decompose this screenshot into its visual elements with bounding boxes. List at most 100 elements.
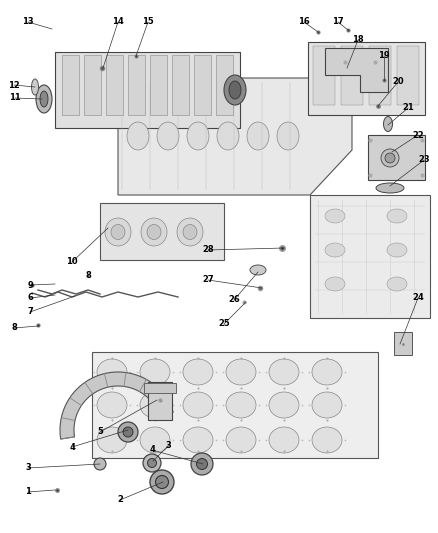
Ellipse shape — [183, 224, 197, 239]
Ellipse shape — [312, 427, 342, 453]
Ellipse shape — [148, 458, 156, 467]
Ellipse shape — [250, 265, 266, 275]
Polygon shape — [310, 195, 430, 318]
Ellipse shape — [312, 359, 342, 385]
Ellipse shape — [187, 122, 209, 150]
Ellipse shape — [325, 277, 345, 291]
Ellipse shape — [36, 85, 52, 113]
Ellipse shape — [150, 470, 174, 494]
Ellipse shape — [376, 183, 404, 193]
Ellipse shape — [385, 153, 395, 163]
Text: 10: 10 — [66, 257, 78, 266]
Ellipse shape — [197, 458, 208, 470]
Text: 28: 28 — [202, 246, 214, 254]
Ellipse shape — [387, 209, 407, 223]
Text: 4: 4 — [69, 442, 75, 451]
Text: 22: 22 — [412, 131, 424, 140]
Ellipse shape — [40, 91, 48, 107]
Ellipse shape — [140, 427, 170, 453]
Text: 8: 8 — [11, 324, 17, 333]
Text: 6: 6 — [27, 294, 33, 303]
Polygon shape — [55, 52, 240, 128]
Ellipse shape — [94, 458, 106, 470]
Text: 3: 3 — [25, 464, 31, 472]
Text: 2: 2 — [117, 496, 123, 505]
Bar — [397, 46, 419, 105]
Text: 20: 20 — [392, 77, 404, 86]
Text: 19: 19 — [378, 52, 390, 61]
Ellipse shape — [226, 427, 256, 453]
Text: 24: 24 — [412, 294, 424, 303]
Ellipse shape — [226, 359, 256, 385]
Ellipse shape — [381, 149, 399, 167]
Ellipse shape — [269, 359, 299, 385]
Text: 21: 21 — [402, 103, 414, 112]
Bar — [84, 55, 101, 115]
Text: 26: 26 — [228, 295, 240, 304]
Ellipse shape — [247, 122, 269, 150]
Ellipse shape — [387, 243, 407, 257]
Text: 25: 25 — [218, 319, 230, 328]
Polygon shape — [118, 52, 352, 195]
Ellipse shape — [111, 224, 125, 239]
Bar — [150, 55, 167, 115]
Ellipse shape — [224, 75, 246, 105]
Ellipse shape — [157, 122, 179, 150]
Text: 17: 17 — [332, 18, 344, 27]
Ellipse shape — [325, 243, 345, 257]
Polygon shape — [60, 372, 173, 439]
Ellipse shape — [277, 122, 299, 150]
Text: 23: 23 — [418, 156, 430, 165]
Ellipse shape — [269, 392, 299, 418]
Ellipse shape — [325, 209, 345, 223]
Text: 11: 11 — [9, 93, 21, 102]
Ellipse shape — [32, 79, 39, 95]
Bar — [369, 46, 391, 105]
Text: 7: 7 — [27, 308, 33, 317]
Ellipse shape — [147, 224, 161, 239]
Ellipse shape — [387, 277, 407, 291]
Text: 15: 15 — [142, 18, 154, 27]
Ellipse shape — [118, 422, 138, 442]
Ellipse shape — [177, 218, 203, 246]
Text: 18: 18 — [352, 36, 364, 44]
Ellipse shape — [269, 427, 299, 453]
Ellipse shape — [97, 392, 127, 418]
Bar — [106, 55, 123, 115]
Ellipse shape — [141, 218, 167, 246]
Ellipse shape — [140, 359, 170, 385]
Polygon shape — [325, 48, 388, 92]
Ellipse shape — [183, 427, 213, 453]
Ellipse shape — [140, 392, 170, 418]
Ellipse shape — [183, 392, 213, 418]
Bar — [313, 46, 335, 105]
Polygon shape — [92, 352, 378, 458]
Ellipse shape — [217, 122, 239, 150]
Bar — [144, 383, 176, 393]
Text: 13: 13 — [22, 18, 34, 27]
Ellipse shape — [183, 359, 213, 385]
Text: 1: 1 — [25, 488, 31, 497]
Text: 16: 16 — [298, 18, 310, 27]
Ellipse shape — [127, 122, 149, 150]
Ellipse shape — [97, 427, 127, 453]
Bar — [62, 55, 79, 115]
Ellipse shape — [97, 359, 127, 385]
Ellipse shape — [312, 392, 342, 418]
Text: 5: 5 — [97, 427, 103, 437]
Ellipse shape — [143, 454, 161, 472]
Ellipse shape — [226, 392, 256, 418]
Polygon shape — [368, 135, 425, 180]
Text: 27: 27 — [202, 276, 214, 285]
Text: 4: 4 — [149, 446, 155, 455]
Polygon shape — [100, 203, 224, 260]
Bar — [216, 55, 233, 115]
Bar — [172, 55, 189, 115]
Bar — [394, 332, 412, 355]
Bar — [128, 55, 145, 115]
Text: 14: 14 — [112, 18, 124, 27]
Text: 9: 9 — [27, 280, 33, 289]
Ellipse shape — [229, 81, 241, 99]
Ellipse shape — [105, 218, 131, 246]
Text: 3: 3 — [165, 441, 171, 450]
